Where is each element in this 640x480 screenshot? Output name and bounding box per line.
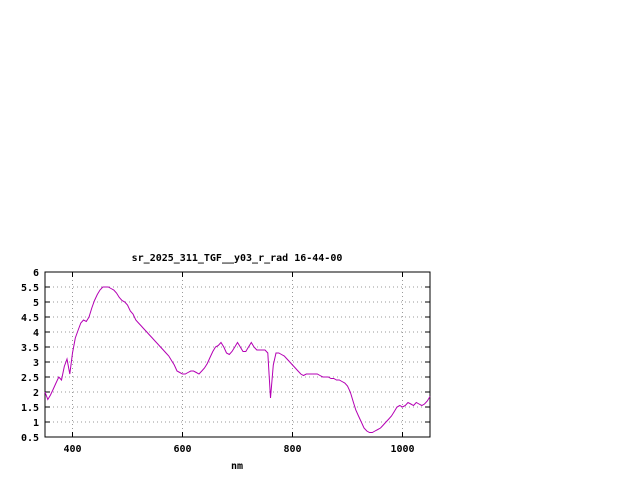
y-tick-label: 1.5 [21,403,39,414]
y-tick-label: 6 [33,268,39,279]
y-tick-label: 4 [33,328,39,339]
y-tick-label: 5.5 [21,283,39,294]
y-tick-label: 3 [33,358,39,369]
chart-title: sr_2025_311_TGF__y03_r_rad 16-44-00 [132,253,343,264]
series-line [44,286,431,433]
x-tick-label: 1000 [390,444,414,455]
plot-border [44,271,431,438]
x-axis-label: nm [231,461,243,472]
x-tick-label: 800 [283,444,301,455]
y-tick-label: 1 [33,418,39,429]
x-tick-label: 400 [63,444,81,455]
y-tick-label: 4.5 [21,313,39,324]
y-tick-label: 0.5 [21,433,39,444]
spectrum-chart: sr_2025_311_TGF__y03_r_rad 16-44-00 400 6… [0,245,440,480]
y-tick-label: 2 [33,388,39,399]
y-tick-label: 5 [33,298,39,309]
y-tick-label: 2.5 [21,373,39,384]
chart-canvas: sr_2025_311_TGF__y03_r_rad 16-44-00 400 6… [21,253,431,472]
x-tick-label: 600 [173,444,191,455]
y-tick-label: 3.5 [21,343,39,354]
